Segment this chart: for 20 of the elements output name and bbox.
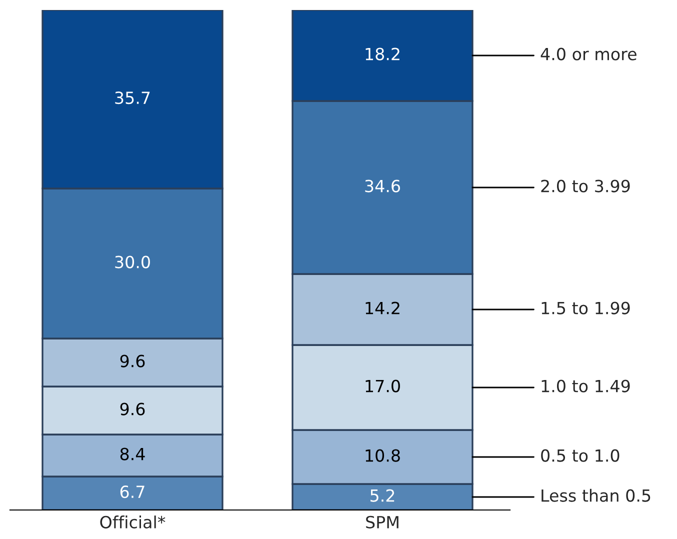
data-label: 18.2: [366, 48, 400, 60]
data-label: 10.8: [366, 449, 400, 462]
x-tick-label: SPM: [366, 516, 398, 528]
text: 1.0 to 1.49: [542, 380, 630, 392]
data-label: 5.2: [370, 489, 394, 502]
data-label: 35.7: [115, 91, 150, 104]
data-label: 17.0: [366, 380, 400, 392]
text: 2.0 to 3.99: [541, 180, 630, 192]
data-label: 30.0: [115, 256, 150, 268]
text: 1.5 to 1.99: [542, 302, 630, 314]
data-label: 9.6: [120, 402, 145, 416]
x-tick-label: Official*: [100, 516, 166, 528]
text: Less than 0.5: [542, 488, 650, 502]
text: 4.0 or more: [540, 48, 636, 60]
data-label: 9.6: [120, 354, 145, 368]
data-label: 34.6: [365, 180, 400, 192]
text: 0.5 to 1.0: [541, 449, 620, 462]
data-label: 14.2: [366, 302, 400, 314]
data-label: 6.7: [120, 485, 144, 498]
data-label: 8.4: [120, 448, 145, 460]
